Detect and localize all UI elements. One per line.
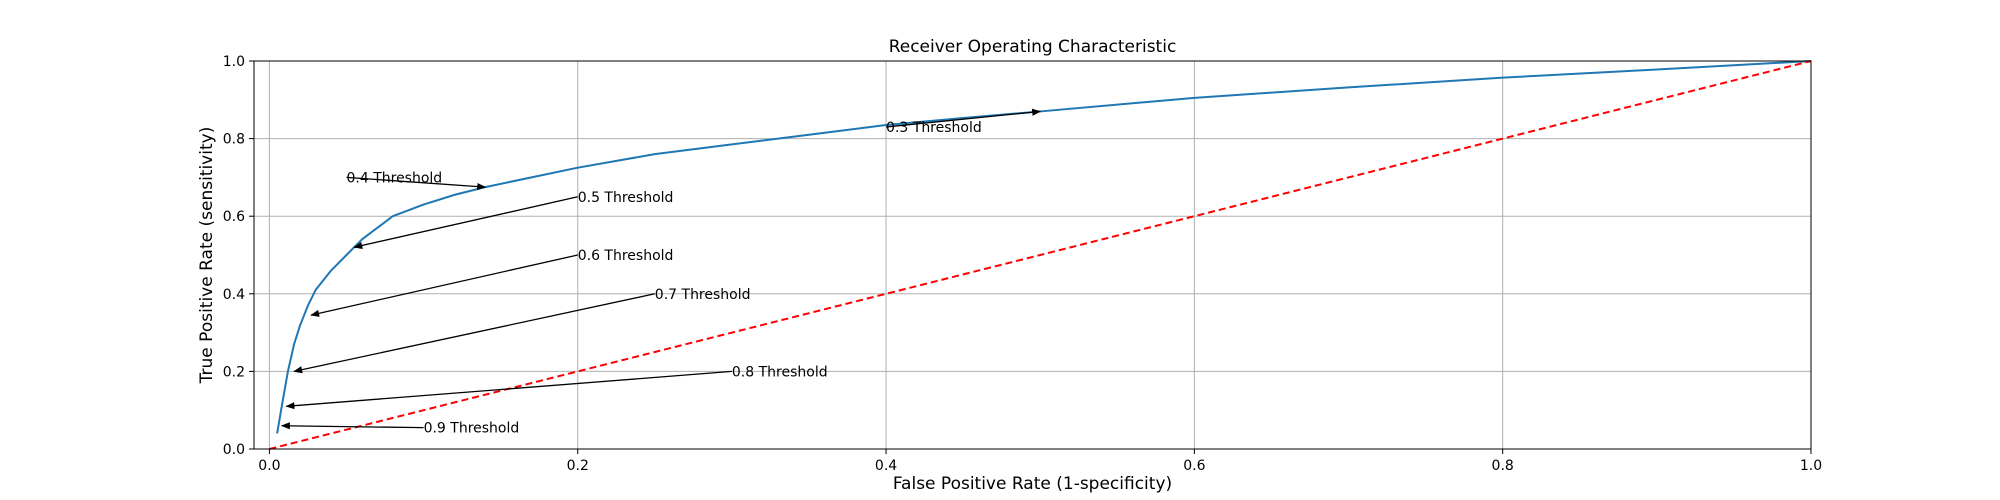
y-tick-label: 1.0 (223, 54, 245, 70)
y-tick-label: 0.0 (223, 442, 245, 458)
annotation-arrow (885, 108, 1042, 128)
chart-title: Receiver Operating Characteristic (889, 37, 1177, 57)
annotation-arrow (353, 196, 578, 249)
x-tick-label: 1.0 (1800, 458, 1822, 474)
x-tick-label: 0.8 (1492, 458, 1514, 474)
annotation-arrow (346, 176, 487, 191)
annotation-label: 0.7 Threshold (655, 287, 751, 303)
x-tick-label: 0.2 (567, 458, 589, 474)
annotations: 0.3 Threshold 0.4 Threshold 0.5 Threshold 0… (280, 108, 1042, 437)
series-layer (269, 60, 1812, 450)
roc-curve-line (276, 60, 1812, 434)
ticks: 0.0 0.2 0.4 0.6 0.8 1.0 0.0 0.2 0.4 0.6 0.8 1.0 (223, 54, 1822, 474)
x-tick-label: 0.0 (258, 458, 280, 474)
y-tick-label: 0.6 (223, 209, 245, 225)
annotation-arrow (310, 254, 578, 317)
x-axis-title: False Positive Rate (1-specificity) (893, 474, 1172, 494)
annotation-arrow (285, 370, 732, 410)
annotation-label: 0.6 Threshold (578, 248, 674, 264)
annotation-label: 0.4 Threshold (346, 170, 442, 186)
annotation-label: 0.9 Threshold (424, 421, 520, 437)
plot-frame (253, 60, 1812, 450)
annotation-label: 0.5 Threshold (578, 190, 674, 206)
y-tick-label: 0.4 (223, 287, 245, 303)
diagonal-reference-line (269, 60, 1812, 450)
y-tick-label: 0.8 (223, 132, 245, 148)
annotation-label: 0.8 Threshold (732, 364, 828, 380)
annotation-label: 0.3 Threshold (886, 120, 982, 136)
y-tick-label: 0.2 (223, 364, 245, 380)
x-tick-label: 0.4 (875, 458, 897, 474)
x-tick-label: 0.6 (1183, 458, 1205, 474)
annotation-arrow (293, 293, 655, 374)
annotation-arrow (280, 422, 424, 430)
y-axis-title: True Positive Rate (sensitivity) (197, 127, 217, 385)
